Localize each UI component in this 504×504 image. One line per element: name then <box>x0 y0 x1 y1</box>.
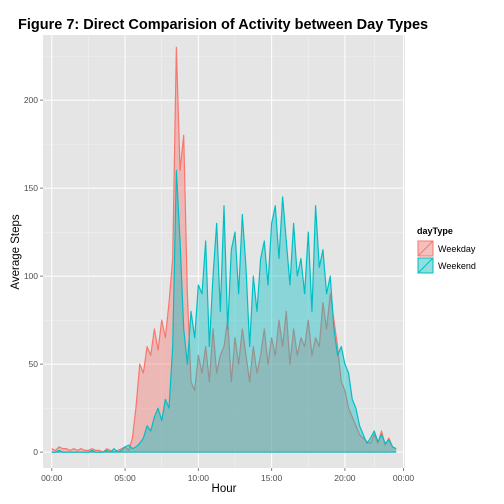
x-tick-label: 15:00 <box>261 473 283 483</box>
area-weekend <box>51 170 397 453</box>
legend-label: Weekend <box>438 261 476 271</box>
axis-tick-labels: 0 50 100 150 200 00:00 05:00 10:00 15:00 20:00 00:… <box>24 95 415 483</box>
x-tick-label: 00:00 <box>41 473 63 483</box>
axis-ticks <box>40 99 405 471</box>
x-axis-title: Hour <box>212 483 237 495</box>
y-tick-label: 0 <box>33 447 38 457</box>
legend-swatch-line <box>417 257 434 274</box>
y-axis-title: Average Steps <box>10 214 22 289</box>
line-weekday <box>51 46 397 453</box>
y-tick-label: 50 <box>29 359 39 369</box>
series-layer <box>51 46 397 453</box>
legend-swatch-line <box>417 240 434 257</box>
x-tick-label: 05:00 <box>114 473 136 483</box>
area-weekday <box>51 47 397 453</box>
line-weekend <box>51 169 397 453</box>
grid-lines <box>43 35 405 468</box>
y-tick-label: 100 <box>24 271 38 281</box>
chart-title: Figure 7: Direct Comparision of Activity… <box>18 17 428 33</box>
legend-label: Weekday <box>438 244 476 254</box>
y-tick-label: 150 <box>24 183 38 193</box>
x-tick-label: 10:00 <box>188 473 210 483</box>
x-tick-label: 20:00 <box>334 473 356 483</box>
legend-title: dayType <box>417 226 453 236</box>
x-tick-label: 00:00 <box>393 473 415 483</box>
legend-item-weekday: Weekday <box>416 239 476 258</box>
y-tick-label: 200 <box>24 95 38 105</box>
legend: dayType Weekday Weekend <box>416 226 476 275</box>
legend-item-weekend: Weekend <box>416 256 476 275</box>
